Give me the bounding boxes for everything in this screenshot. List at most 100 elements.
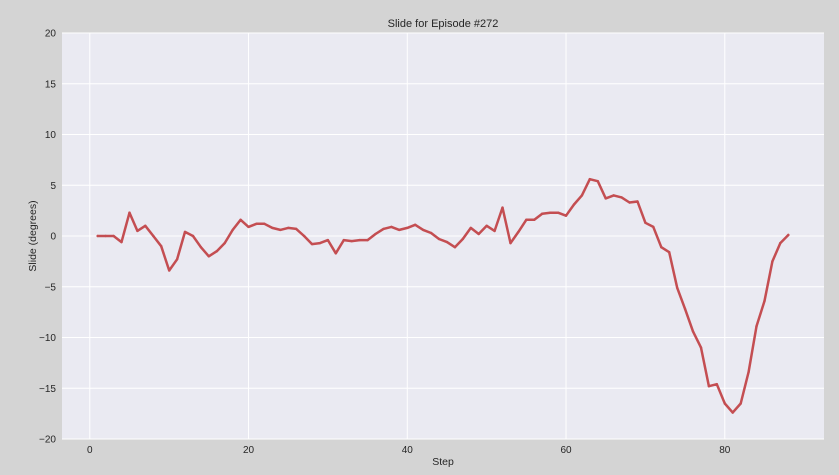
x-tick-label: 20	[243, 445, 255, 456]
x-axis-title: Step	[432, 456, 454, 468]
data-point	[652, 225, 655, 229]
data-point	[239, 218, 242, 221]
data-point	[112, 234, 115, 238]
data-point	[374, 232, 377, 236]
data-point	[461, 237, 464, 241]
data-point	[779, 241, 782, 245]
data-point	[707, 385, 711, 388]
data-point	[509, 241, 512, 245]
data-point	[310, 242, 314, 246]
data-point	[612, 194, 615, 197]
data-point	[715, 383, 718, 386]
data-point	[723, 402, 726, 405]
data-point	[747, 370, 750, 374]
data-point	[358, 238, 361, 242]
data-point	[390, 225, 393, 229]
data-point	[199, 246, 203, 249]
data-point	[175, 258, 179, 261]
data-point	[287, 226, 290, 230]
data-point	[556, 211, 560, 214]
data-point	[422, 228, 425, 232]
data-point	[453, 246, 457, 249]
series-line	[96, 177, 790, 414]
y-tick-label: −5	[45, 282, 57, 293]
data-point	[445, 240, 449, 244]
y-tick-labels: −20 −15 −10 −5 0 5 10 15 20	[39, 29, 56, 446]
data-point	[501, 206, 504, 209]
y-tick-label: 20	[45, 29, 57, 40]
x-tick-labels: 0 20 40 60 80	[87, 445, 731, 456]
data-point	[676, 286, 679, 289]
y-tick-label: −20	[39, 435, 56, 446]
data-point	[382, 227, 385, 231]
data-points	[96, 178, 790, 414]
data-point	[302, 234, 306, 238]
data-point	[223, 241, 226, 245]
data-point	[485, 224, 488, 227]
y-tick-label: 0	[50, 232, 56, 243]
data-point	[469, 226, 472, 230]
data-point	[525, 218, 528, 221]
data-point	[596, 180, 599, 183]
data-point	[295, 227, 298, 231]
data-point	[318, 241, 322, 245]
data-point	[549, 211, 552, 214]
data-point	[183, 230, 187, 234]
data-point	[144, 224, 147, 227]
data-point	[699, 346, 703, 349]
data-point	[437, 237, 441, 241]
data-point	[263, 222, 266, 225]
data-point	[128, 211, 131, 214]
data-point	[660, 246, 663, 249]
data-point	[191, 234, 195, 238]
data-point	[231, 228, 234, 232]
data-point	[644, 221, 647, 224]
data-point	[326, 238, 330, 242]
y-tick-label: 10	[45, 130, 57, 141]
data-point	[406, 226, 409, 230]
data-point	[771, 260, 774, 263]
data-point	[620, 196, 623, 199]
data-point	[636, 200, 639, 203]
x-tick-label: 40	[402, 445, 414, 456]
data-point	[628, 201, 631, 204]
x-tick-label: 80	[719, 445, 731, 456]
data-point	[255, 222, 258, 225]
data-point	[787, 233, 790, 237]
data-point	[168, 269, 171, 272]
data-point	[541, 212, 544, 215]
data-point	[572, 203, 576, 206]
data-point	[414, 223, 417, 226]
data-point	[160, 245, 163, 248]
data-point	[334, 252, 337, 255]
data-point	[588, 178, 591, 181]
data-point	[533, 218, 536, 221]
data-point	[668, 251, 671, 254]
y-tick-label: 15	[45, 79, 57, 90]
data-point	[152, 234, 155, 238]
data-point	[207, 255, 210, 258]
data-point	[271, 226, 274, 230]
data-point	[731, 411, 734, 414]
data-point	[580, 194, 584, 197]
data-point	[763, 299, 766, 303]
y-tick-label: −15	[39, 384, 56, 395]
chart-title: Slide for Episode #272	[388, 18, 499, 30]
y-tick-label: 5	[50, 181, 56, 192]
data-point	[691, 330, 695, 333]
data-point	[342, 238, 345, 242]
data-point	[350, 239, 353, 243]
x-tick-label: 0	[87, 445, 93, 456]
data-point	[366, 238, 369, 242]
data-point	[517, 230, 520, 234]
data-point	[429, 231, 433, 235]
data-point	[104, 234, 107, 238]
data-point	[136, 229, 139, 233]
data-point	[739, 402, 742, 405]
data-point	[215, 250, 218, 253]
data-point	[247, 225, 250, 229]
data-point	[755, 325, 758, 328]
data-point	[564, 214, 568, 217]
data-point	[683, 307, 687, 311]
data-point	[477, 232, 480, 236]
